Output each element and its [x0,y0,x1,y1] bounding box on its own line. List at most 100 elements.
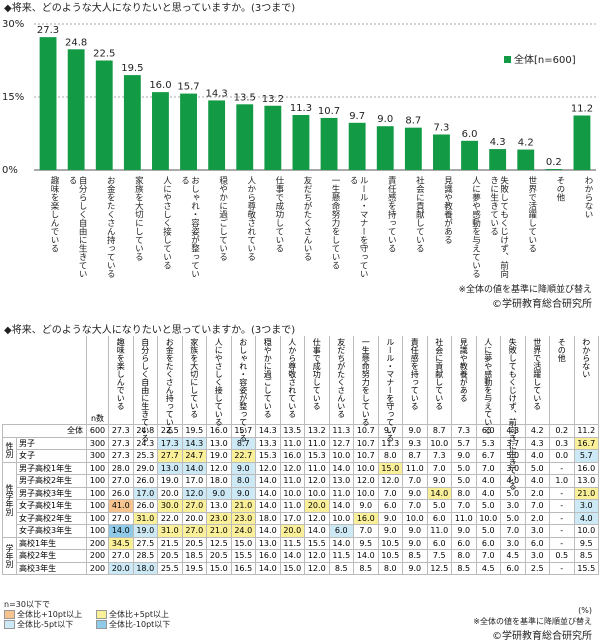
cell: 16.0 [573,461,599,475]
cell: 14.0 [108,524,134,538]
chart-source: ©学研教育総合研究所 [492,299,592,310]
value-label: 10.7 [318,106,340,117]
cell: 17.3 [157,436,183,450]
cell: 12.0 [304,561,330,575]
x-tick-label: 人から尊敬されている [245,176,256,261]
cell: 5.0 [500,449,526,463]
cell: - [549,499,575,513]
cell: 8.5 [402,549,428,563]
cell: 15.0 [230,536,256,550]
cell: 9.0 [402,486,428,500]
cell: 5.0 [500,486,526,500]
cell: 7.0 [426,461,452,475]
cell: 9.0 [451,449,477,463]
cell: 21.0 [573,486,599,500]
data-row: 高校3年生 200 20.0 18.0 25.5 19.5 15.0 16.5 14.0 15.0… [3,561,599,575]
highlight-legend: 全体比+10pt以上 全体比+5pt以上全体比-5pt以下 全体比-10pt以下 [4,610,204,630]
column-header: 失敗してもくじけず、前向きに生きている [500,336,526,490]
legend-swatch [96,620,107,629]
cell: 6.0 [475,536,501,550]
legend-label: 全体比+10pt以上 [17,610,83,619]
cell: 18.5 [181,549,207,563]
data-row: 高校2年生 200 27.0 28.5 20.5 18.5 20.5 15.5 16.0 14.0… [3,549,599,563]
row-label: 高校1年生 [16,536,87,550]
x-tick-label: その他 [554,176,565,202]
cell: 16.0 [255,549,281,563]
cell: 11.0 [328,486,354,500]
cell: 7.0 [377,486,403,500]
cell: 2.0 [524,486,550,500]
cell: 27.0 [181,499,207,513]
row-label: 女子高校1年生 [16,499,87,513]
cell: 8.5 [451,561,477,575]
cell: 5.7 [573,449,599,463]
cell: 14.0 [304,524,330,538]
cell: 11.0 [304,461,330,475]
cell: 14.3 [181,436,207,450]
cell: 8.5 [328,561,354,575]
cell: 14.0 [328,499,354,513]
cell: 9.0 [230,461,256,475]
cell: 10.0 [573,524,599,538]
cell: 10.7 [353,424,379,438]
cell: 13.0 [206,499,232,513]
cell: 7.0 [500,524,526,538]
cell: 27.0 [108,474,134,488]
cell: 9.0 [451,524,477,538]
bar [461,140,478,170]
value-label: 4.3 [490,137,506,148]
cell: - [549,536,575,550]
column-header-text: 友だちがたくさんいる [336,338,346,418]
cell: 4.3 [524,436,550,450]
cell: 5.3 [475,436,501,450]
cell: 16.0 [279,449,305,463]
cell: 8.0 [451,549,477,563]
cell: 9.0 [402,524,428,538]
cell: 3.0 [500,461,526,475]
cell: 15.3 [255,449,281,463]
column-header: 人にやさしく接している [206,336,232,426]
cell: 4.0 [475,474,501,488]
cell: 17.0 [181,474,207,488]
x-tick-label: 仕事で成功している [273,176,284,253]
bar [517,149,535,170]
cell: 3.0 [500,536,526,550]
value-label: 4.2 [518,138,534,149]
value-label: 8.7 [405,116,421,127]
value-label: 15.7 [177,82,199,93]
cell: 5.0 [475,499,501,513]
x-tick-label: 失敗してもくじけず、前向きに生きている [488,176,509,278]
bar [180,93,197,170]
cell: 5.0 [475,524,501,538]
cell: 18.0 [132,561,158,575]
value-label: 11.3 [290,103,312,114]
cell: 24.8 [132,424,158,438]
x-tick-label: 人に夢や感動を与えている [470,176,481,278]
column-header-text: 人に夢や感動を与えている [483,338,493,434]
y-tick-label: 30% [2,19,24,30]
cell: 15.0 [377,461,403,475]
data-row: 女子高校3年生 100 14.0 19.0 31.0 27.0 21.0 24.0 14.0 20… [3,524,599,538]
cell: 8.7 [230,436,256,450]
cell: 21.0 [230,499,256,513]
cell: 19.0 [206,449,232,463]
cell: 25.5 [157,561,183,575]
cell: 8.7 [402,449,428,463]
cell: 9.0 [402,561,428,575]
bar [404,127,422,170]
cell: 13.0 [573,474,599,488]
value-label: 13.2 [262,94,284,105]
table-source: ©学研教育総合研究所 [492,631,592,642]
cell: 12.0 [353,474,379,488]
legend-item: 全体比+10pt以上 [4,610,96,620]
cell: 9.0 [402,536,428,550]
bar [236,104,254,170]
value-label: 27.3 [37,25,59,36]
column-header-text: 人にやさしく接している [214,338,224,426]
cell: 0.0 [549,449,575,463]
cell: 10.0 [353,486,379,500]
value-label: 11.2 [571,103,593,114]
column-header-text: 見識や教養がある [459,338,469,402]
n-cell: 100 [86,524,109,538]
cell: 7.0 [475,461,501,475]
